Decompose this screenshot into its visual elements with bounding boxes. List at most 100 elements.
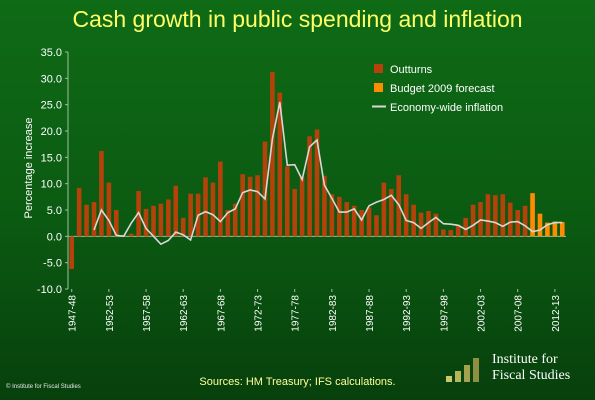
source-note: Sources: HM Treasury; IFS calculations. (199, 376, 396, 388)
x-tick-label: 2007-08 (514, 295, 525, 332)
bar (455, 224, 461, 237)
bar (515, 210, 520, 237)
x-tick-label: 1997-98 (439, 295, 450, 332)
bar (188, 193, 193, 237)
bar (218, 161, 223, 237)
x-tick-label: 1972-73 (254, 295, 265, 332)
bar (292, 188, 298, 237)
bar (426, 211, 431, 237)
bar (344, 202, 350, 237)
legend-swatch (374, 83, 383, 92)
x-tick-label: 1967-68 (216, 295, 227, 332)
bar (307, 136, 312, 237)
bar (366, 207, 372, 237)
y-tick-label: 10.0 (41, 179, 62, 191)
x-tick-label: 1957-58 (142, 295, 153, 332)
y-tick-label: 25.0 (41, 100, 62, 112)
bar (485, 194, 491, 237)
bar (403, 194, 409, 237)
bar (240, 174, 245, 237)
bar (329, 194, 335, 237)
bar (203, 177, 208, 237)
bar (507, 202, 513, 237)
x-tick-labels: 1947-48 1952-53 1957-58 1962-63 1967-68 1972-… (68, 295, 562, 332)
legend-label: Budget 2009 forecast (390, 83, 495, 95)
legend-label: Economy-wide inflation (390, 102, 503, 114)
bar (433, 213, 439, 237)
bar (84, 204, 89, 237)
bar (270, 72, 275, 237)
bar (151, 205, 156, 237)
ifs-logo-bars-icon (446, 358, 479, 382)
y-tick-label: 20.0 (41, 126, 62, 138)
bar (210, 182, 216, 237)
x-tick-label: 1952-53 (105, 295, 116, 332)
bar (374, 215, 379, 237)
bar (522, 205, 528, 237)
y-axis-label: Percentage increase (23, 118, 35, 219)
bar (128, 233, 134, 237)
ifs-logo-text: Institute for Fiscal Studies (492, 352, 570, 384)
bar (351, 205, 357, 237)
bar (114, 210, 119, 237)
bar (284, 166, 290, 237)
bar (91, 202, 97, 237)
x-tick-label: 1992-93 (402, 295, 413, 332)
y-tick-label: -5.0 (43, 258, 62, 270)
x-tick-label: 1987-88 (365, 295, 376, 332)
y-tick-label: 30.0 (41, 73, 62, 85)
bar (359, 210, 364, 237)
bar (180, 217, 186, 237)
bar (448, 230, 454, 237)
x-tick-label: 1962-63 (179, 295, 190, 332)
bar (277, 92, 283, 237)
y-tick-label: 35.0 (41, 47, 62, 59)
bar (106, 182, 112, 237)
x-tick-label: 1947-48 (68, 295, 79, 332)
legend-label: Outturns (390, 64, 433, 76)
bar (530, 193, 535, 237)
bar (143, 208, 149, 237)
bar (381, 182, 387, 237)
bar (299, 177, 305, 237)
bar (173, 185, 179, 237)
bar (537, 213, 543, 237)
y-tick-label: 5.0 (47, 205, 62, 217)
bar (262, 141, 268, 237)
chart-bars (69, 72, 565, 269)
x-tick-label: 2012-13 (551, 295, 562, 332)
y-tick-label: -10.0 (37, 284, 62, 296)
bar (389, 188, 394, 237)
y-tick-labels: 35.0 30.0 25.0 20.0 15.0 10.0 5.0 0.0 -5.0 -10.0 (37, 47, 62, 296)
bar (463, 217, 468, 237)
x-tick-label: 1982-83 (328, 295, 339, 332)
bar (559, 222, 565, 237)
bar (99, 151, 104, 237)
bar (441, 229, 446, 237)
bar (255, 175, 260, 237)
bar (418, 212, 424, 237)
bar (232, 203, 238, 237)
inflation-line (93, 101, 563, 246)
y-tick-label: 15.0 (41, 152, 62, 164)
ifs-logo: Institute for Fiscal Studies (444, 350, 594, 396)
bar (411, 204, 416, 237)
bar (336, 196, 342, 237)
chart-title: Cash growth in public spending and infla… (72, 6, 523, 32)
inflation-line-path (93, 101, 563, 246)
bar (158, 203, 164, 237)
y-tick-label: 0.0 (47, 231, 62, 243)
bar (76, 187, 82, 237)
bar (225, 210, 231, 237)
bar (545, 222, 550, 237)
bar (493, 195, 498, 237)
bar (69, 236, 75, 269)
bar (470, 204, 476, 237)
bar (314, 129, 320, 237)
legend-swatch (374, 64, 383, 73)
bar (552, 221, 558, 237)
bar (247, 176, 253, 237)
bar (322, 175, 327, 237)
bar (500, 194, 506, 237)
